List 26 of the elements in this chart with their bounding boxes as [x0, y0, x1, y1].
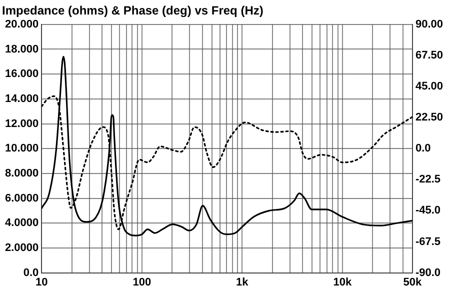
chart-title: Impedance (ohms) & Phase (deg) vs Freq (Hz)	[2, 4, 264, 18]
y-tick-label: 6.0000	[4, 192, 39, 204]
x-tick-label: 50k	[403, 276, 423, 288]
y2-tick-label: -45.0	[415, 204, 441, 217]
y-tick-label: 0.0	[23, 266, 39, 279]
y-tick-label: 20.000	[4, 18, 39, 30]
y2-tick-label: -67.5	[415, 236, 441, 248]
x-tick-label: 10k	[333, 276, 352, 288]
x-tick-label: 100	[132, 276, 152, 288]
x-tick-label: 1k	[236, 276, 250, 288]
y-tick-label: 8.0000	[4, 167, 39, 180]
y-tick-label: 12.000	[4, 118, 39, 130]
y-tick-label: 2.0000	[4, 242, 39, 254]
y-tick-label: 4.0000	[4, 217, 39, 230]
x-tick-label: 10	[36, 276, 48, 288]
y-tick-label: 18.000	[4, 43, 39, 56]
y2-tick-label: -90.0	[415, 266, 441, 279]
y2-tick-label: 67.50	[415, 49, 444, 62]
y-tick-label: 16.000	[4, 68, 39, 80]
y-tick-label: 10.000	[4, 142, 39, 155]
y2-tick-label: 0.0	[415, 142, 431, 155]
y2-tick-label: 90.00	[415, 18, 444, 30]
y2-tick-label: 22.50	[415, 112, 444, 124]
y2-tick-label: 45.00	[415, 80, 444, 93]
y2-tick-label: -22.5	[415, 174, 441, 186]
y-tick-label: 14.000	[4, 92, 39, 105]
